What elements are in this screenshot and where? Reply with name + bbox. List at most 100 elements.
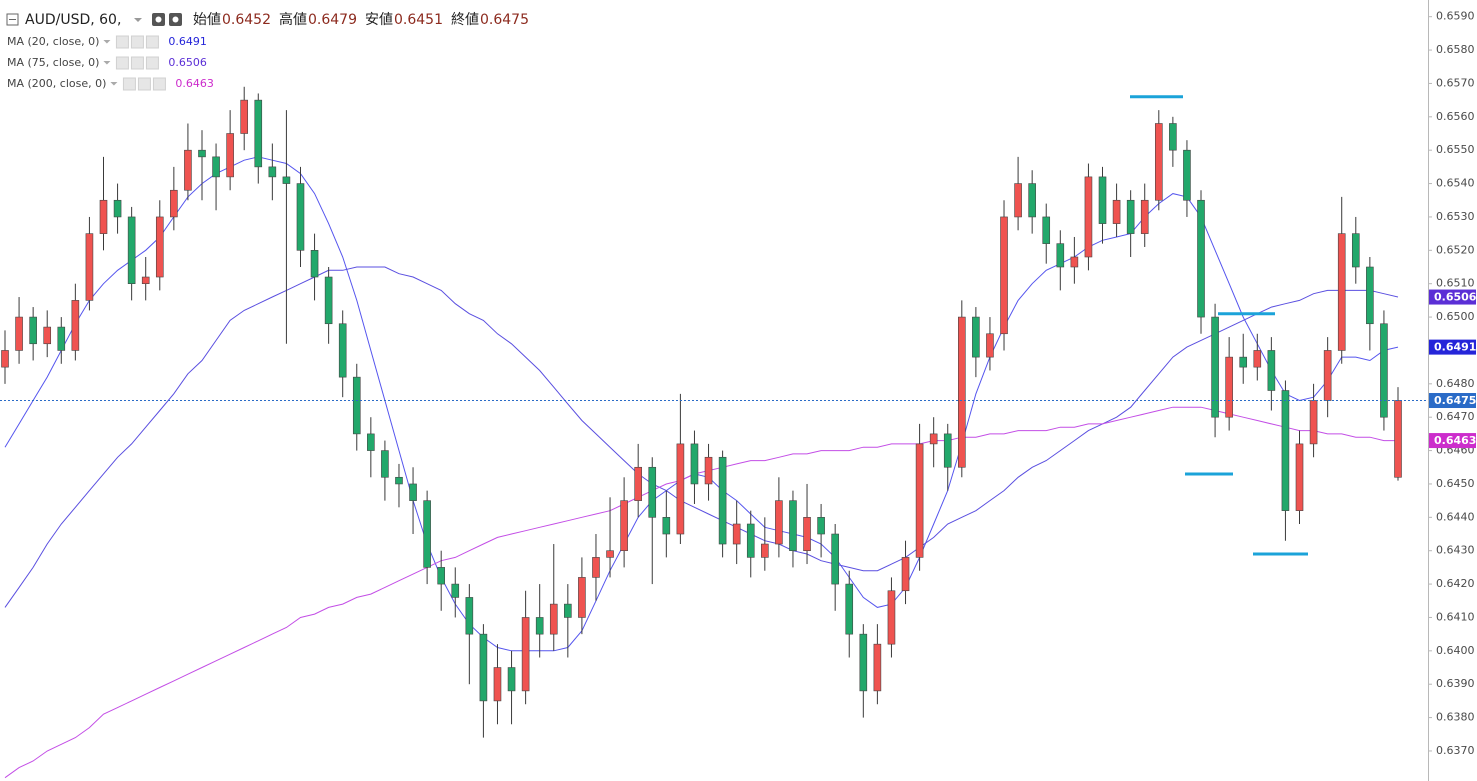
candle-body: [1239, 356, 1248, 368]
y-tick-label: 0.6500: [1436, 310, 1475, 323]
candle-body: [155, 216, 164, 278]
candle-body: [381, 450, 389, 478]
ohlc-value: 0.6479: [308, 12, 357, 28]
candle-body: [718, 456, 727, 545]
candle-body: [1084, 176, 1093, 258]
candle-body: [99, 199, 108, 234]
symbol: AUD/USD, 60,: [25, 12, 121, 28]
ohlc-label: 高値: [279, 11, 307, 28]
remove-icon[interactable]: [145, 56, 159, 70]
candle-body: [1169, 123, 1177, 151]
candle-body: [648, 466, 657, 518]
candle-body: [226, 133, 234, 178]
candle-body: [43, 326, 52, 345]
candle-body: [929, 433, 938, 445]
candle-body: [1098, 176, 1107, 224]
settings-icon[interactable]: [137, 77, 151, 91]
y-tick-label: 0.6420: [1436, 577, 1475, 590]
candle-body: [282, 176, 291, 184]
candle-body: [113, 199, 122, 218]
candle-body: [943, 433, 952, 468]
eye-icon-pupil: [155, 16, 162, 23]
candle-body: [915, 443, 924, 558]
candle-body: [1295, 443, 1304, 511]
candle-body: [704, 456, 713, 485]
candle-body: [479, 633, 488, 702]
candle-body: [437, 567, 445, 585]
candle-body: [324, 276, 333, 325]
candle-body: [1211, 316, 1219, 418]
dropdown-caret[interactable]: [134, 18, 142, 22]
candle-body: [972, 316, 980, 358]
candle-body: [1253, 350, 1262, 368]
candle-body: [395, 476, 403, 485]
settings-icon[interactable]: [130, 35, 144, 49]
y-tick-label: 0.6540: [1436, 177, 1475, 190]
last-price-badge: [1429, 393, 1476, 409]
candle-body: [690, 443, 699, 485]
candle-body: [1000, 216, 1008, 335]
candle-body: [254, 99, 263, 168]
candle-body: [409, 483, 417, 501]
candle-body: [1197, 199, 1205, 318]
remove-icon[interactable]: [152, 77, 166, 91]
candle-body: [1337, 233, 1346, 351]
candle-body: [493, 667, 502, 702]
candle-body: [451, 583, 460, 598]
candle-body: [578, 577, 586, 618]
y-tick-label: 0.6450: [1436, 477, 1475, 490]
y-tick-label: 0.6380: [1436, 711, 1475, 724]
ma-name: MA (200, close, 0): [7, 77, 106, 90]
candle-body: [1042, 216, 1051, 244]
eye-icon[interactable]: [115, 56, 129, 70]
dropdown-caret[interactable]: [103, 61, 111, 65]
ma-value: 0.6506: [168, 56, 207, 69]
y-tick-label: 0.6570: [1436, 76, 1475, 89]
eye-icon[interactable]: [115, 35, 129, 49]
candle-body: [662, 517, 671, 535]
y-tick-label: 0.6480: [1436, 377, 1475, 390]
dropdown-caret[interactable]: [110, 82, 118, 86]
y-tick-label: 0.6390: [1436, 677, 1475, 690]
candle-body: [1056, 243, 1065, 268]
candle-body: [1380, 323, 1388, 418]
candle-body: [29, 316, 37, 345]
candle-body: [338, 323, 347, 378]
y-tick-label: 0.6430: [1436, 544, 1475, 557]
candle-body: [817, 517, 825, 535]
candle-body: [732, 523, 741, 545]
remove-icon[interactable]: [145, 35, 159, 49]
candle-body: [1394, 400, 1402, 478]
candle-body: [859, 633, 868, 692]
collapse-icon[interactable]: [6, 13, 19, 26]
ma-line: [4, 406, 1398, 779]
candle-body: [775, 500, 783, 545]
candle-body: [761, 543, 769, 558]
settings-icon[interactable]: [130, 56, 144, 70]
legend: AUD/USD, 60, 始値 0.6452 高値 0.6479 安値 0.6451 終値 0…: [6, 11, 529, 91]
candle-body: [367, 433, 375, 451]
eye-icon[interactable]: [122, 77, 136, 91]
ma-badge: [1429, 289, 1476, 305]
dropdown-caret[interactable]: [103, 40, 111, 44]
candle-body: [352, 376, 361, 435]
candle-body: [71, 300, 80, 351]
candle-body: [1225, 356, 1233, 418]
candle-body: [1281, 390, 1290, 511]
ma-name: MA (20, close, 0): [7, 35, 99, 48]
candle-body: [240, 99, 249, 134]
y-tick-label: 0.6520: [1436, 243, 1475, 256]
candle-body: [1183, 149, 1191, 201]
candle-body: [212, 156, 220, 178]
candle-body: [296, 183, 305, 251]
candle-body: [1112, 199, 1121, 224]
candle-body: [310, 250, 319, 278]
candle-body: [1366, 266, 1374, 325]
ma-badge: [1429, 433, 1476, 449]
candle-body: [592, 557, 600, 578]
candle-body: [85, 233, 94, 301]
ohlc-value: 0.6451: [394, 12, 443, 28]
candle-body: [1351, 233, 1360, 268]
candle-body: [268, 166, 277, 178]
